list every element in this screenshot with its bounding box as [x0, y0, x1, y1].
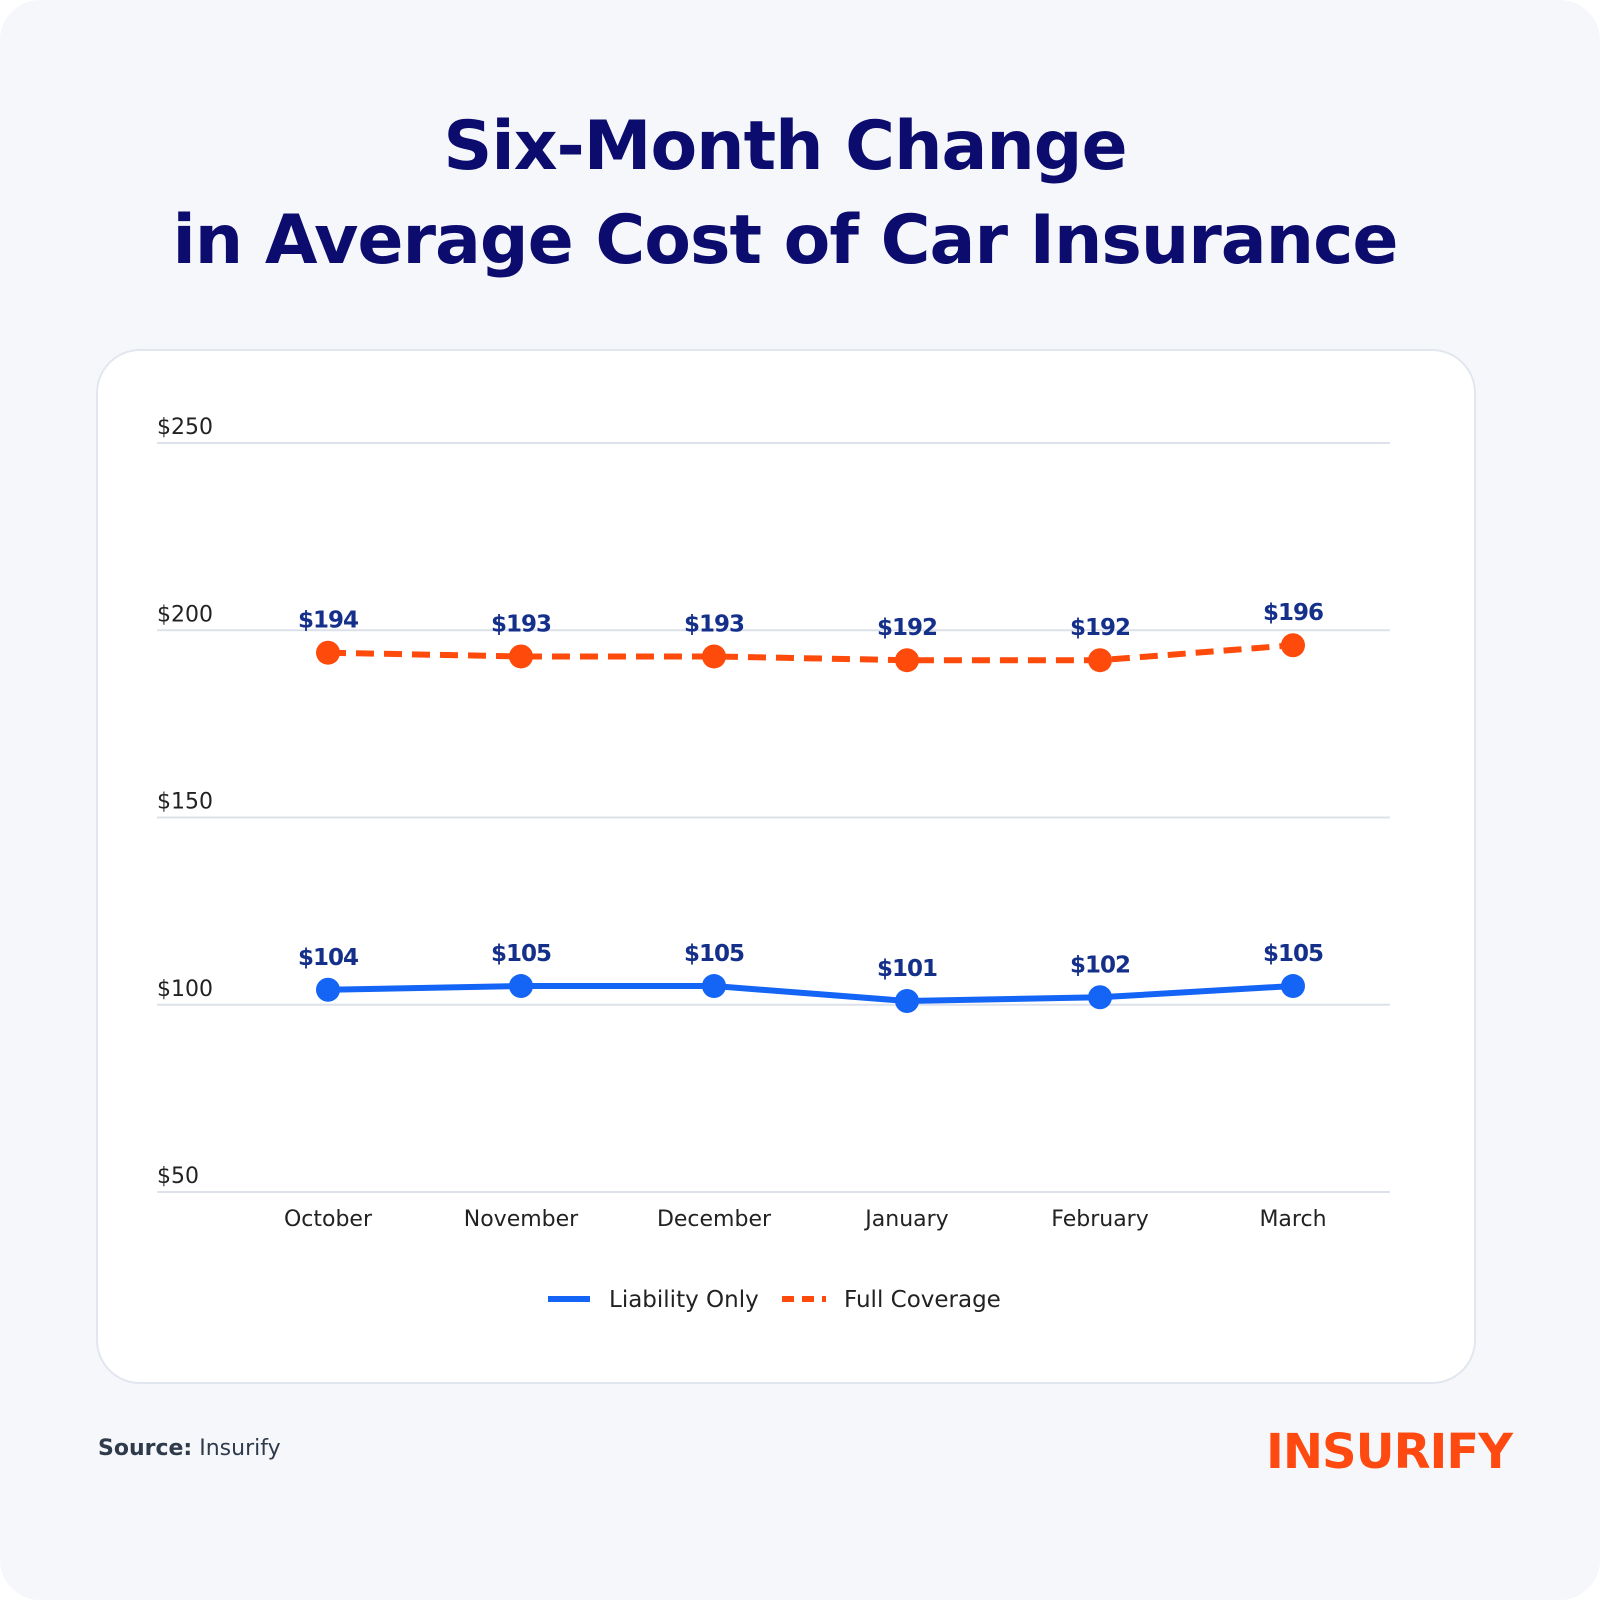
x-tick-label: January [863, 1207, 948, 1232]
data-point [1281, 974, 1305, 999]
y-tick-label: $200 [157, 602, 213, 627]
data-label: $101 [877, 956, 937, 982]
data-point [895, 989, 919, 1014]
data-point [1281, 633, 1305, 658]
chart-title: Six-Month Change in Average Cost of Car … [0, 100, 1570, 288]
data-point [1088, 985, 1112, 1010]
title-line-1: Six-Month Change [443, 107, 1127, 186]
data-label: $105 [491, 941, 551, 967]
source-value: Insurify [199, 1436, 281, 1461]
legend-label-liability: Liability Only [609, 1287, 759, 1313]
data-label: $105 [1263, 941, 1323, 967]
data-point [316, 640, 340, 665]
data-label: $104 [298, 945, 358, 971]
data-label: $193 [491, 611, 551, 637]
title-line-2: in Average Cost of Car Insurance [172, 201, 1398, 280]
data-point [509, 974, 533, 999]
data-label: $196 [1263, 600, 1323, 626]
data-point [509, 644, 533, 669]
x-tick-label: February [1051, 1207, 1149, 1232]
data-label: $192 [877, 615, 937, 641]
insurify-logo: INSURIFY [1266, 1424, 1513, 1480]
data-label: $102 [1070, 952, 1130, 978]
series-line-full-coverage [327, 642, 1294, 664]
legend-label-full-coverage: Full Coverage [844, 1287, 1001, 1313]
data-label: $192 [1070, 615, 1130, 641]
chart-card [96, 349, 1476, 1384]
data-point [702, 644, 726, 669]
x-tick-label: October [284, 1207, 373, 1232]
x-tick-label: December [657, 1207, 772, 1232]
x-tick-label: November [464, 1207, 579, 1232]
y-tick-label: $100 [157, 977, 213, 1002]
series-line-liability-only [327, 983, 1294, 1005]
data-point [1088, 648, 1112, 673]
data-label: $194 [298, 608, 358, 634]
y-tick-label: $50 [157, 1164, 199, 1189]
data-label: $105 [684, 941, 744, 967]
source-note: Source: Insurify [98, 1436, 281, 1461]
data-point [702, 974, 726, 999]
y-tick-label: $150 [157, 790, 213, 815]
data-label: $193 [684, 611, 744, 637]
data-point [316, 977, 340, 1002]
x-tick-label: March [1259, 1207, 1326, 1232]
y-tick-label: $250 [157, 415, 213, 440]
source-label: Source: [98, 1436, 193, 1461]
data-point [895, 648, 919, 673]
